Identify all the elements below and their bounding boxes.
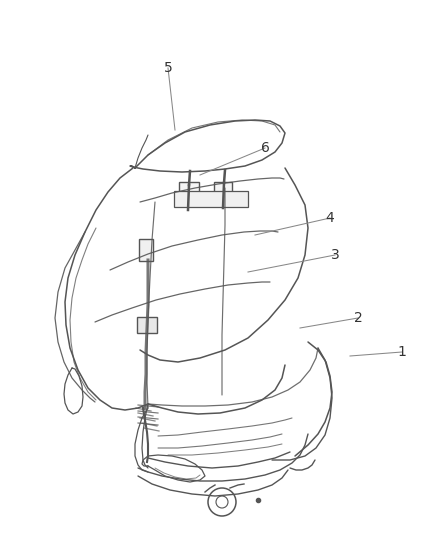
- Text: 3: 3: [331, 248, 339, 262]
- Text: 6: 6: [261, 141, 269, 155]
- FancyBboxPatch shape: [174, 191, 248, 207]
- FancyBboxPatch shape: [179, 182, 199, 196]
- Text: 4: 4: [325, 211, 334, 225]
- Text: 2: 2: [353, 311, 362, 325]
- Text: 5: 5: [164, 61, 173, 75]
- Text: 1: 1: [398, 345, 406, 359]
- FancyBboxPatch shape: [214, 182, 232, 195]
- FancyBboxPatch shape: [137, 317, 157, 333]
- FancyBboxPatch shape: [139, 239, 153, 261]
